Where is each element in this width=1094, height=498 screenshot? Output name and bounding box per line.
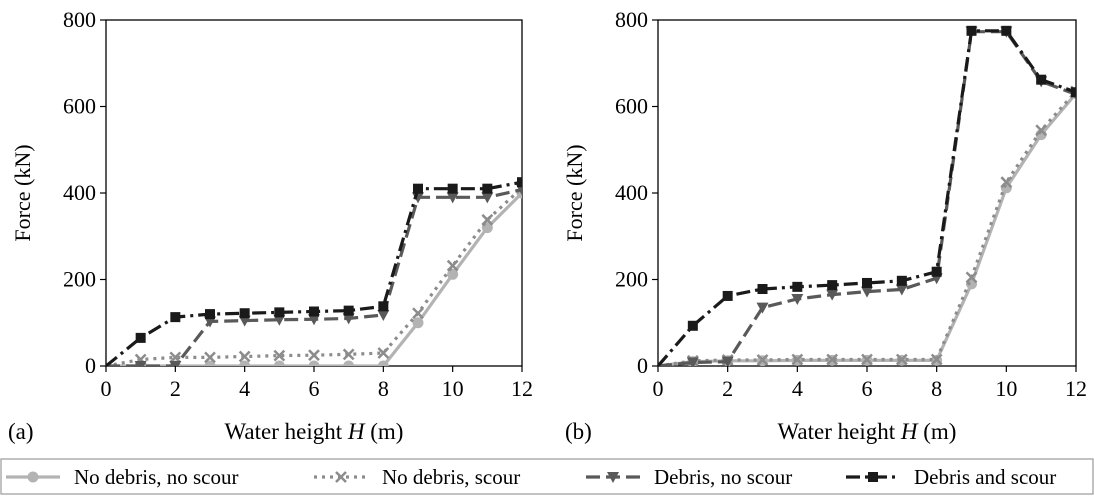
data-point bbox=[827, 280, 837, 290]
series-line-no-debris-scour bbox=[658, 91, 1076, 366]
plot-area bbox=[658, 26, 1082, 369]
y-axis-label: Force (kN) bbox=[10, 144, 35, 241]
data-point bbox=[413, 184, 423, 194]
data-point bbox=[274, 361, 285, 372]
data-point bbox=[205, 309, 215, 319]
x-tick-label: 2 bbox=[170, 376, 181, 401]
data-point bbox=[413, 308, 423, 318]
y-tick-label: 200 bbox=[615, 267, 648, 292]
data-point bbox=[723, 291, 733, 301]
series-no-debris-scour bbox=[658, 86, 1081, 366]
axes-frame bbox=[658, 20, 1076, 366]
x-tick-label: 4 bbox=[792, 376, 803, 401]
data-point bbox=[309, 350, 319, 360]
legend: No debris, no scour No debris, scour Debri… bbox=[0, 458, 1094, 496]
data-point bbox=[413, 317, 424, 328]
data-point bbox=[967, 26, 977, 36]
data-point bbox=[136, 333, 146, 343]
x-tick-label: 10 bbox=[442, 376, 464, 401]
series-line-debris-no-scour bbox=[658, 32, 1076, 366]
legend-marker bbox=[28, 472, 39, 483]
data-point bbox=[932, 267, 942, 277]
series-debris-and-scour bbox=[106, 177, 527, 366]
series-no-debris-no-scour bbox=[106, 188, 528, 372]
y-tick-label: 400 bbox=[63, 180, 96, 205]
data-point bbox=[309, 307, 319, 317]
chart-panel-b: 0 2 4 6 8 10 12 0 200 400 600 800 Force (kN) Water he… bbox=[562, 7, 1087, 444]
data-point bbox=[1001, 182, 1012, 193]
chart-panel-a: 0 2 4 6 8 10 12 0 200 400 600 800 Force (kN) Water he… bbox=[8, 7, 533, 444]
y-tick-label: 600 bbox=[615, 94, 648, 119]
legend-label: Debris and scour bbox=[914, 465, 1056, 489]
data-point bbox=[862, 278, 872, 288]
data-point bbox=[688, 321, 698, 331]
legend-label: No debris, no scour bbox=[74, 465, 238, 489]
legend-marker bbox=[868, 472, 878, 482]
data-point bbox=[343, 361, 354, 372]
panel-label: (a) bbox=[8, 419, 34, 444]
series-line-debris-and-scour bbox=[106, 182, 522, 366]
series-no-debris-no-scour bbox=[658, 88, 1082, 367]
x-tick-label: 12 bbox=[511, 376, 533, 401]
x-tick-label: 0 bbox=[101, 376, 112, 401]
x-axis-label: Water height H (m) bbox=[778, 419, 957, 444]
legend-label: Debris, no scour bbox=[654, 465, 792, 489]
y-tick-label: 400 bbox=[615, 180, 648, 205]
x-tick-label: 6 bbox=[309, 376, 320, 401]
x-tick-label: 12 bbox=[1065, 376, 1087, 401]
data-point bbox=[1036, 75, 1046, 85]
panel-label: (b) bbox=[565, 419, 592, 444]
series-debris-no-scour bbox=[106, 185, 528, 372]
x-tick-label: 4 bbox=[239, 376, 250, 401]
series-line-no-debris-no-scour bbox=[658, 94, 1076, 366]
y-tick-label: 0 bbox=[85, 353, 96, 378]
y-tick-label: 800 bbox=[615, 7, 648, 32]
x-tick-label: 10 bbox=[995, 376, 1017, 401]
data-point bbox=[274, 307, 284, 317]
series-line-debris-and-scour bbox=[658, 31, 1076, 366]
data-point bbox=[1071, 87, 1081, 97]
series-line-debris-no-scour bbox=[106, 190, 522, 366]
data-point bbox=[344, 306, 354, 316]
data-point bbox=[344, 349, 354, 359]
series-no-debris-scour bbox=[106, 183, 527, 366]
data-point bbox=[448, 184, 458, 194]
series-debris-and-scour bbox=[658, 26, 1081, 366]
x-tick-label: 8 bbox=[931, 376, 942, 401]
y-tick-label: 200 bbox=[63, 267, 96, 292]
data-point bbox=[517, 177, 527, 187]
plot-area bbox=[106, 177, 528, 372]
data-point bbox=[792, 282, 802, 292]
y-tick-label: 800 bbox=[63, 7, 96, 32]
series-debris-no-scour bbox=[658, 27, 1082, 369]
series-line-no-debris-no-scour bbox=[106, 193, 522, 366]
y-tick-label: 600 bbox=[63, 94, 96, 119]
x-tick-label: 6 bbox=[862, 376, 873, 401]
data-point bbox=[897, 276, 907, 286]
legend-label: No debris, scour bbox=[382, 465, 520, 489]
data-point bbox=[758, 284, 768, 294]
x-tick-label: 0 bbox=[653, 376, 664, 401]
x-tick-label: 2 bbox=[722, 376, 733, 401]
data-point bbox=[170, 312, 180, 322]
y-tick-label: 0 bbox=[637, 353, 648, 378]
data-point bbox=[240, 351, 250, 361]
x-tick-label: 8 bbox=[378, 376, 389, 401]
data-point bbox=[240, 308, 250, 318]
data-point bbox=[377, 310, 389, 321]
y-axis-label: Force (kN) bbox=[562, 144, 587, 241]
data-point bbox=[378, 301, 388, 311]
series-line-no-debris-scour bbox=[106, 188, 522, 366]
data-point bbox=[1001, 26, 1011, 36]
data-point bbox=[482, 184, 492, 194]
x-axis-label: Water height H (m) bbox=[225, 419, 404, 444]
